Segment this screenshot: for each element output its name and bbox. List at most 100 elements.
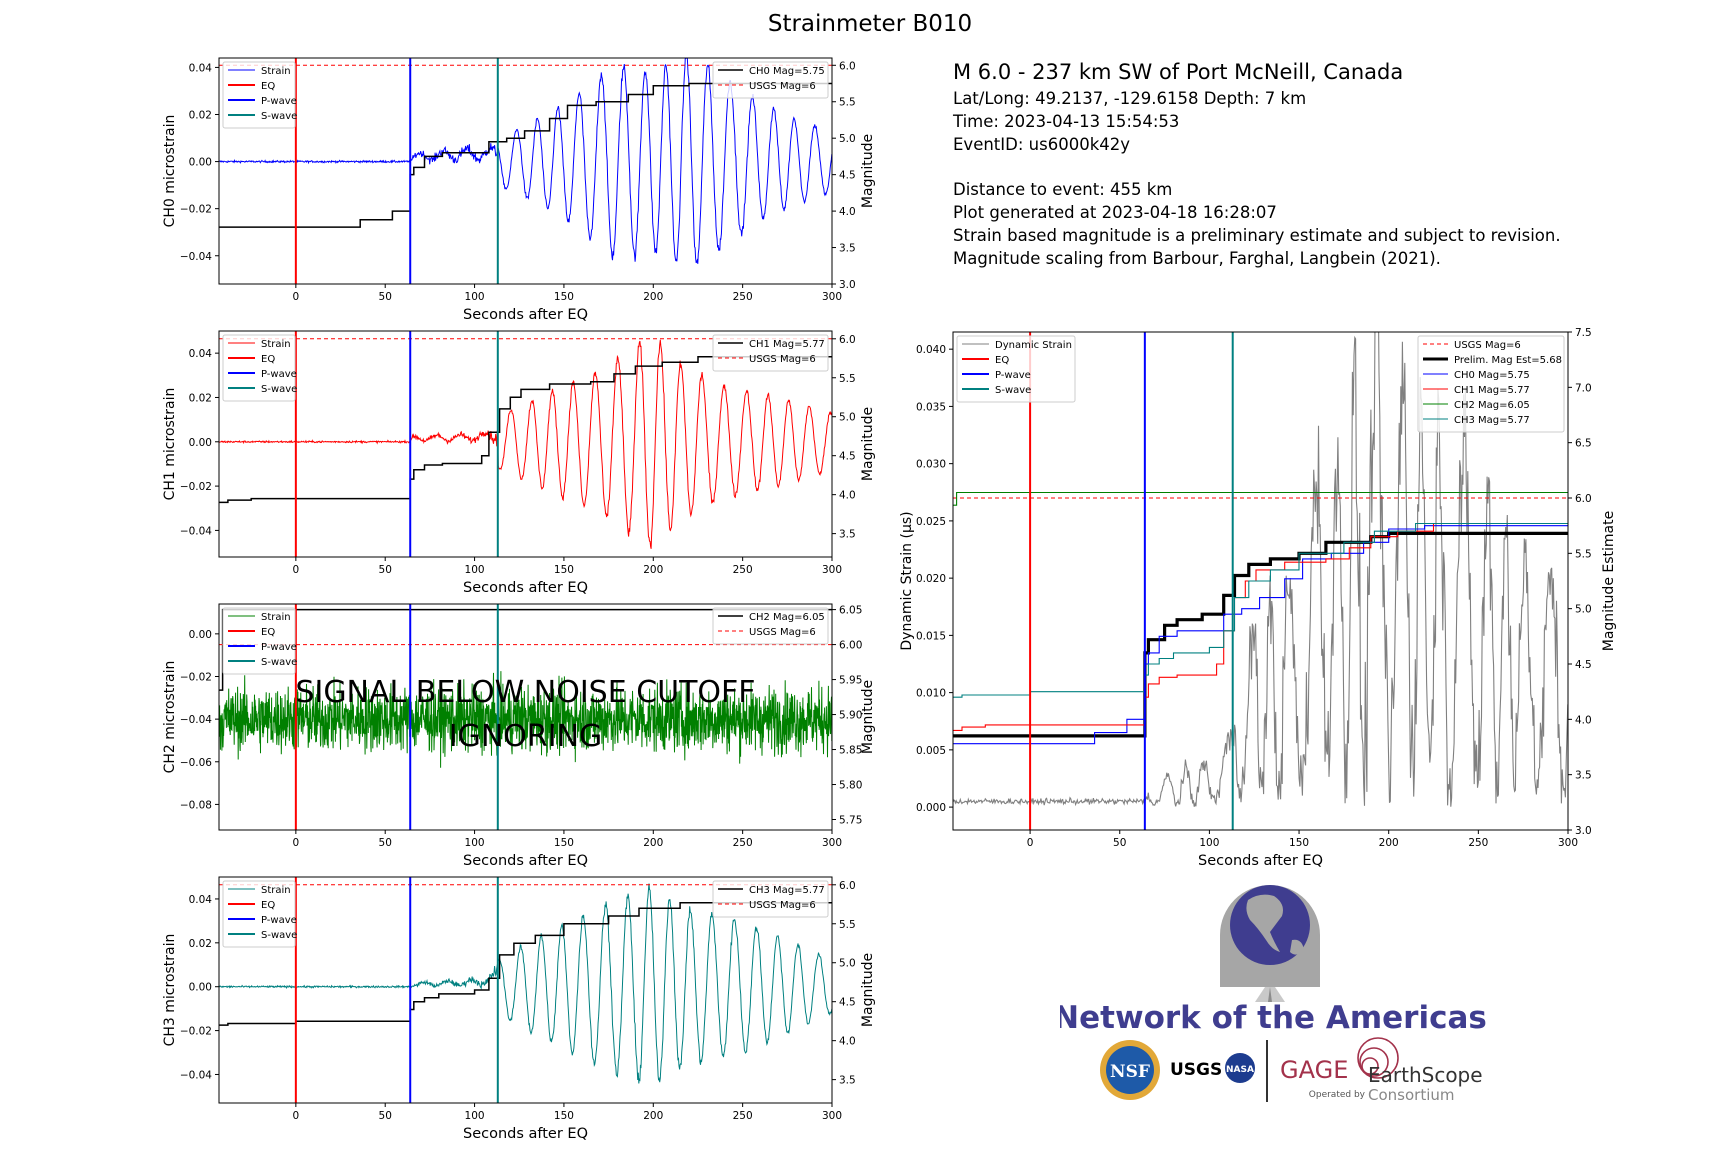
ch1-legend-left-label: P-wave — [261, 369, 297, 380]
ch2-xtick-label: 200 — [643, 837, 663, 849]
ch1-y2label: Magnitude — [860, 407, 876, 481]
ch0-legend-left-label: P-wave — [261, 96, 297, 107]
ch1-legend-right-label: USGS Mag=6 — [749, 354, 816, 365]
summary-y2tick-label: 7.5 — [1575, 327, 1592, 339]
ch3-xtick-label: 100 — [465, 1110, 485, 1122]
ch1-ytick-label: 0.04 — [189, 348, 213, 360]
ch1-legend-left-label: S-wave — [261, 384, 297, 395]
ch2-ytick-label: −0.08 — [180, 799, 212, 811]
summary-ytick-label: 0.015 — [916, 630, 946, 642]
magnitude-disclaimer: Strain based magnitude is a preliminary … — [953, 226, 1561, 245]
ch2-y2tick-label: 5.90 — [839, 710, 862, 722]
ch1-xtick-label: 0 — [293, 564, 300, 576]
ch2-ytick-label: 0.00 — [189, 629, 212, 641]
logo-block: Network of the Americas NSF USGS NASA GA… — [1060, 885, 1487, 1104]
ch1-y2tick-label: 5.0 — [839, 412, 856, 424]
event-id: EventID: us6000k42y — [953, 135, 1131, 154]
ch0-xtick-label: 150 — [554, 291, 574, 303]
ch3-legend-left-label: Strain — [261, 885, 291, 896]
consortium-text: Consortium — [1368, 1086, 1454, 1104]
nasa-text: NASA — [1226, 1065, 1254, 1075]
ch3-ytick-label: −0.04 — [180, 1069, 212, 1081]
noise-cutoff-text: SIGNAL BELOW NOISE CUTOFF — [295, 675, 755, 710]
event-latlong: Lat/Long: 49.2137, -129.6158 Depth: 7 km — [953, 89, 1307, 108]
ch0-legend-left-label: Strain — [261, 66, 291, 77]
ch1-strain-line — [219, 339, 832, 549]
ch3-xtick-label: 150 — [554, 1110, 574, 1122]
ch1-ytick-label: 0.00 — [189, 437, 212, 449]
ch2-legend-left-label: Strain — [261, 612, 291, 623]
ch3-plot-area — [219, 877, 832, 1103]
ch1-xtick-label: 150 — [554, 564, 574, 576]
ch3-y2tick-label: 4.0 — [839, 1036, 856, 1048]
summary-xtick-label: 250 — [1468, 837, 1488, 849]
summary-ytick-label: 0.040 — [916, 344, 946, 356]
ch1-plot-area — [219, 331, 832, 557]
summary-xtick-label: 100 — [1199, 837, 1219, 849]
ch3-legend-right-box — [712, 880, 829, 918]
ch2-xtick-label: 250 — [733, 837, 753, 849]
ch0-y2tick-label: 5.5 — [839, 97, 856, 109]
ch2-y2tick-label: 5.95 — [839, 675, 862, 687]
ch0-y2tick-label: 4.5 — [839, 170, 856, 182]
summary-ytick-label: 0.025 — [916, 516, 946, 528]
ch2-xtick-label: 300 — [822, 837, 842, 849]
ch3-ytick-label: 0.00 — [189, 982, 212, 994]
ch3-strain-line — [219, 883, 832, 1084]
summary-y2tick-label: 5.0 — [1575, 604, 1592, 616]
ch0-xtick-label: 0 — [293, 291, 300, 303]
mag-series-4 — [953, 522, 1568, 698]
summary-xtick-label: 300 — [1558, 837, 1578, 849]
ch1-y2tick-label: 4.5 — [839, 451, 856, 463]
ch1-y2tick-label: 4.0 — [839, 490, 856, 502]
summary-ylabel: Dynamic Strain (µs) — [899, 511, 915, 650]
ch0-y2tick-label: 4.0 — [839, 206, 856, 218]
summary-xtick-label: 0 — [1027, 837, 1034, 849]
summary-axes-frame — [952, 331, 1569, 831]
ch2-ytick-label: −0.02 — [180, 671, 212, 683]
ch2-legend-left-label: EQ — [261, 627, 275, 638]
ch0-ytick-label: 0.04 — [189, 62, 213, 74]
chart-ch0: 0 50 100 150 200 250 300 −0.04 −0.02 0.00 0.02 0.04… — [162, 57, 876, 323]
ch2-ytick-label: −0.06 — [180, 757, 212, 769]
ch1-xtick-label: 50 — [379, 564, 392, 576]
summary-y2tick-label: 5.5 — [1575, 548, 1592, 560]
operated-by-text: Operated by — [1309, 1090, 1366, 1100]
ch0-xtick-label: 50 — [379, 291, 392, 303]
summary-legend-right-label: CH0 Mag=5.75 — [1454, 370, 1530, 381]
summary-plot-area — [953, 332, 1568, 830]
network-of-the-americas-text: Network of the Americas — [1060, 1000, 1487, 1036]
ch1-ylabel: CH1 microstrain — [162, 388, 178, 501]
summary-xlabel: Seconds after EQ — [1198, 853, 1323, 869]
ch0-ylabel: CH0 microstrain — [162, 115, 178, 228]
summary-y2tick-label: 3.5 — [1575, 770, 1592, 782]
ch0-legend-left-label: S-wave — [261, 111, 297, 122]
summary-ytick-label: 0.010 — [916, 688, 946, 700]
summary-legend-left-label: P-wave — [995, 370, 1031, 381]
ch3-legend-right-label: CH3 Mag=5.77 — [749, 885, 825, 896]
earthscope-logo-icon — [1357, 1037, 1399, 1079]
ch2-y2label: Magnitude — [860, 680, 876, 754]
mag-series-0 — [953, 531, 1568, 738]
nsf-logo-icon: NSF — [1100, 1040, 1160, 1100]
summary-legend-right-label: Prelim. Mag Est=5.68 — [1454, 355, 1562, 366]
ch1-y2tick-label: 5.5 — [839, 373, 856, 385]
summary-ytick-label: 0.000 — [916, 802, 946, 814]
summary-ytick-label: 0.030 — [916, 459, 946, 471]
ch0-legend-right-label: USGS Mag=6 — [749, 81, 816, 92]
ch0-magnitude-line — [219, 82, 832, 228]
ch0-legend-right-box — [712, 61, 829, 99]
ch1-xlabel: Seconds after EQ — [463, 580, 588, 596]
ch3-xtick-label: 0 — [293, 1110, 300, 1122]
mag-series-1 — [953, 525, 1568, 745]
chart-ch3: 0 50 100 150 200 250 300 −0.04 −0.02 0.00 0.02 0.04… — [162, 876, 876, 1142]
ch3-ytick-label: 0.04 — [189, 894, 213, 906]
ch1-ytick-label: 0.02 — [189, 392, 212, 404]
ch1-legend-left-label: Strain — [261, 339, 291, 350]
summary-legend-left-label: EQ — [995, 355, 1009, 366]
ch2-legend-left-label: P-wave — [261, 642, 297, 653]
chart-ch2: 0 50 100 150 200 250 300 −0.08 −0.06 −0.04 −0.02 0.… — [162, 603, 876, 869]
ch0-xtick-label: 250 — [733, 291, 753, 303]
ch2-y2tick-label: 6.00 — [839, 640, 862, 652]
